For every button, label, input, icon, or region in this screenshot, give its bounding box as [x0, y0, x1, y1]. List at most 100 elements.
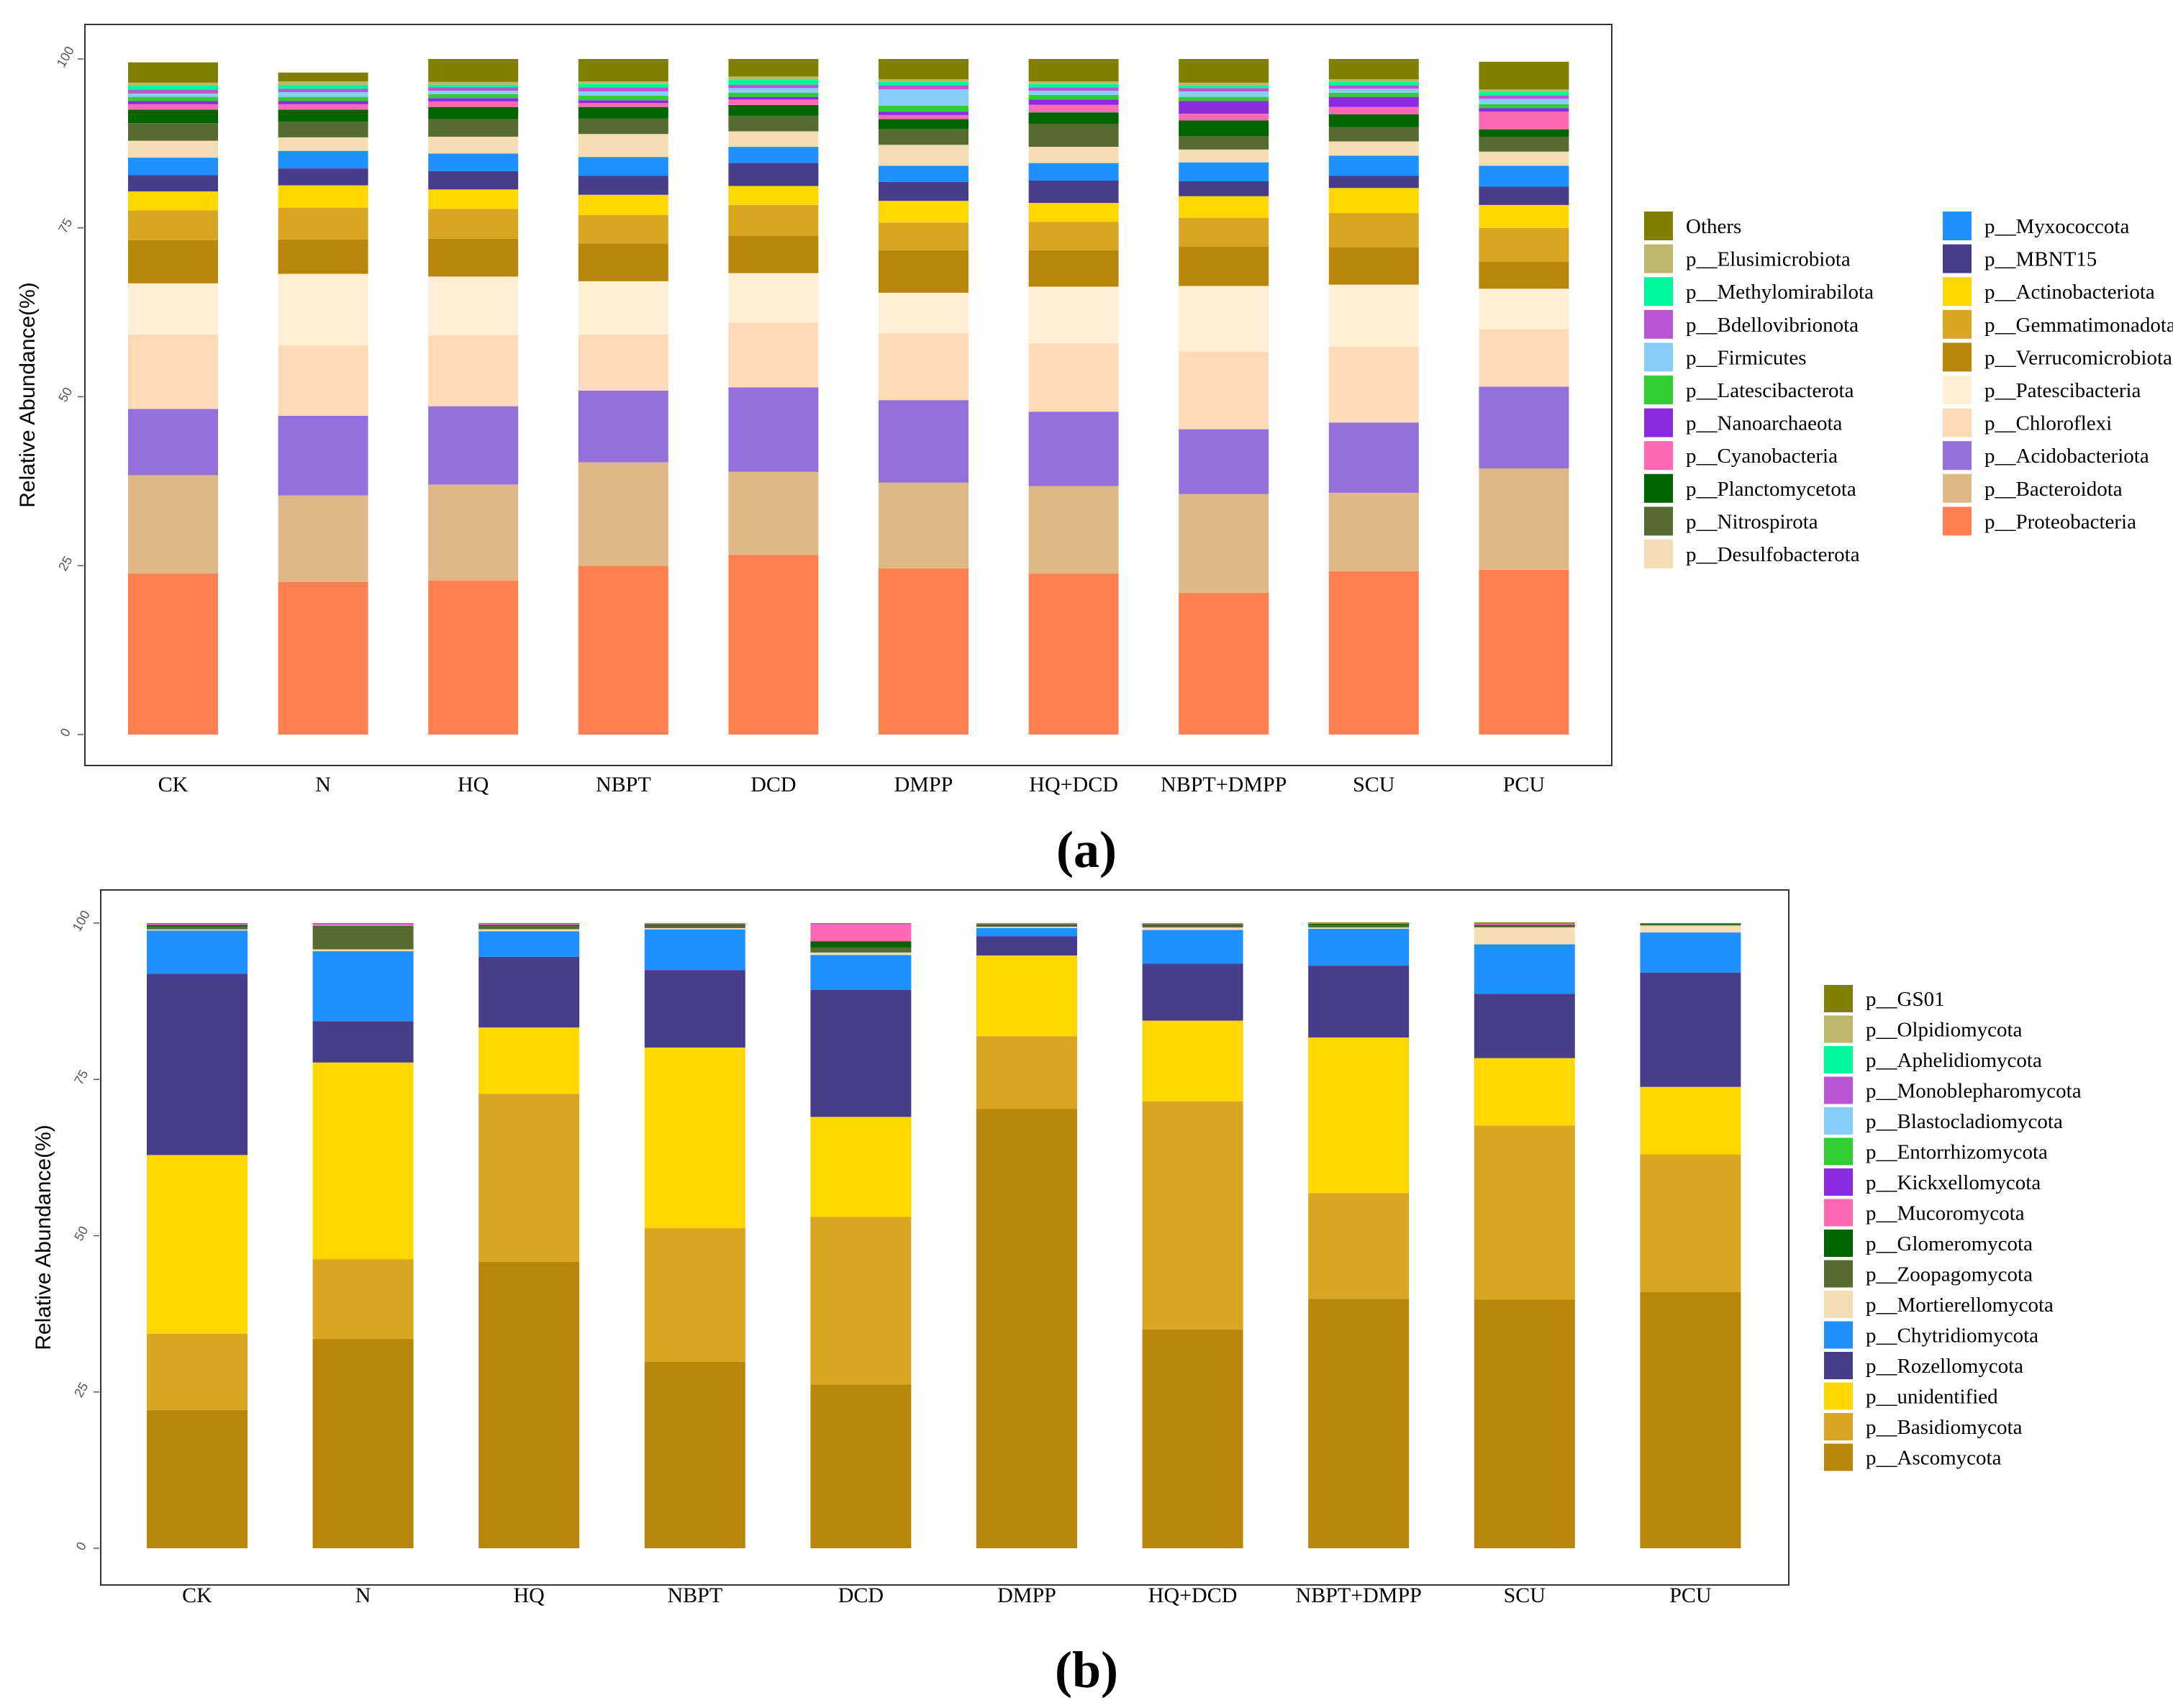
panel-a-bar-ck-p-proteobacteria: [128, 573, 218, 735]
panel-a-y-tick-75: 75: [55, 216, 75, 235]
panel-a-bar-dmpp-p-chloroflexi: [879, 333, 968, 401]
panel-b-plot-border: [100, 889, 1789, 1586]
panel-a-bar-n-p-bacteroidota: [278, 495, 368, 582]
panel-a-legend-swatch-p-nanoarchaeota: [1644, 408, 1673, 437]
panel-a-bar-dmpp-p-bdellovibrionota: [879, 85, 968, 90]
panel-a-bar-pcu-p-desulfobacterota: [1479, 151, 1569, 166]
panel-a-legend-label-p-myxococcota: p__Myxococcota: [1984, 215, 2129, 238]
panel-a-bar-scu-p-cyanobacteria: [1328, 106, 1419, 114]
panel-a-x-tick-nbpt-dmpp: NBPT+DMPP: [1161, 773, 1287, 796]
panel-a-legend-swatch-p-elusimicrobiota: [1644, 244, 1673, 273]
panel-b-bar-dcd-p-gs01: [810, 923, 912, 924]
panel-b-legend-label-p-ascomycota: p__Ascomycota: [1866, 1447, 2002, 1470]
panel-a-legend-swatch-p-proteobacteria: [1943, 507, 1972, 536]
panel-a-bar-dmpp-p-methylomirabilota: [879, 81, 968, 86]
panel-a-bar-dcd-p-verrucomicrobiota: [728, 236, 819, 273]
panel-b-x-tick-nbpt-dmpp: NBPT+DMPP: [1296, 1584, 1422, 1607]
panel-a-bar-dcd-p-chloroflexi: [728, 322, 819, 388]
panel-b-bar-dmpp-p-basidiomycota: [976, 1036, 1077, 1109]
panel-b-bar-scu-p-zoopagomycota: [1474, 926, 1575, 927]
panel-a-bar-nbpt-dmpp-p-chloroflexi: [1179, 351, 1269, 430]
panel-a-bar-nbpt-dmpp-p-elusimicrobiota: [1179, 82, 1269, 86]
panel-a-legend-swatch-p-firmicutes: [1644, 342, 1673, 372]
panel-a-bar-pcu-others: [1479, 61, 1569, 90]
panel-b-bar-pcu-p-glomeromycota: [1640, 923, 1741, 925]
panel-b-bar-n-p-ascomycota: [312, 1338, 414, 1548]
panel-a-bar-scu-p-elusimicrobiota: [1328, 79, 1419, 82]
panel-a-bar-dcd-p-actinobacteriota: [728, 186, 819, 205]
panel-b-legend-swatch-p-kickxellomycota: [1824, 1168, 1853, 1196]
panel-b-legend-label-p-basidiomycota: p__Basidiomycota: [1866, 1416, 2023, 1439]
panel-a-bar-nbpt-p-nanoarchaeota: [578, 100, 668, 104]
panel-b-bar-n-p-glomeromycota: [312, 926, 414, 927]
panel-b-y-axis-label: Relative Abundance(%): [32, 1125, 55, 1350]
panel-b-bar-pcu-p-unidentified: [1640, 1086, 1741, 1155]
panel-a-legend-label-p-verrucomicrobiota: p__Verrucomicrobiota: [1984, 346, 2172, 369]
panel-a-bar-dmpp-p-nanoarchaeota: [879, 112, 968, 115]
panel-a-bar-hq-p-bdellovibrionota: [428, 87, 519, 91]
panel-a-bar-scu-p-mbnt15: [1328, 176, 1419, 188]
panel-b-legend-label-p-aphelidiomycota: p__Aphelidiomycota: [1866, 1049, 2042, 1072]
panel-a-label: (a): [1056, 821, 1117, 878]
panel-a-x-tick-dcd: DCD: [750, 773, 796, 796]
panel-a-legend-label-others: Others: [1686, 215, 1741, 238]
panel-a-bar-ck-p-actinobacteriota: [128, 191, 218, 211]
panel-a-bar-nbpt-p-patescibacteria: [578, 281, 668, 335]
panel-a-bar-nbpt-p-cyanobacteria: [578, 103, 668, 107]
panel-a-bar-ck-p-mbnt15: [128, 175, 218, 191]
panel-b-y-tick-0: 0: [73, 1540, 89, 1553]
panel-a-bar-scu-p-patescibacteria: [1328, 284, 1419, 347]
panel-b-bar-scu-p-chytridiomycota: [1474, 944, 1575, 994]
panel-b-bar-n-p-mortierellomycota: [312, 949, 414, 952]
panel-b-bar-ck-p-gs01: [147, 923, 248, 924]
panel-b-x-tick-ck: CK: [182, 1584, 212, 1607]
panel-a-bar-dcd-p-mbnt15: [728, 163, 819, 186]
panel-a-bar-hq-p-methylomirabilota: [428, 84, 519, 88]
panel-a-bar-ck-p-chloroflexi: [128, 335, 218, 409]
panel-a-bar-hq-others: [428, 59, 519, 82]
panel-a-bar-n-p-elusimicrobiota: [278, 81, 368, 85]
panel-a-bar-hq-p-chloroflexi: [428, 335, 519, 406]
panel-a-bar-ck-p-acidobacteriota: [128, 409, 218, 476]
panel-a-bar-dmpp-p-nitrospirota: [879, 129, 968, 145]
panel-a-bar-hq-dcd-others: [1028, 59, 1119, 81]
panel-a-bar-scu-p-myxococcota: [1328, 155, 1419, 176]
panel-a-bar-scu-p-firmicutes: [1328, 88, 1419, 93]
panel-a-bars: [128, 59, 1569, 735]
panel-b-bar-dcd-p-unidentified: [810, 1117, 912, 1217]
panel-b-bar-hq-dcd-p-mucoromycota: [1142, 923, 1243, 925]
panel-a-bar-hq-dcd-p-mbnt15: [1028, 181, 1119, 203]
panel-a-legend-label-p-gemmatimonadota: p__Gemmatimonadota: [1984, 314, 2173, 337]
panel-b-bar-hq-p-ascomycota: [478, 1262, 580, 1548]
panel-a-legend-label-p-elusimicrobiota: p__Elusimicrobiota: [1686, 248, 1851, 271]
panel-a-bar-nbpt-dmpp-p-patescibacteria: [1179, 286, 1269, 352]
panel-b-bar-hq-p-basidiomycota: [478, 1094, 580, 1262]
panel-a-legend-swatch-p-bdellovibrionota: [1644, 309, 1673, 339]
panel-b-bar-hq-dcd-p-unidentified: [1142, 1020, 1243, 1101]
panel-b-bar-pcu-p-gs01: [1640, 923, 1741, 924]
panel-a-bar-hq-dcd-p-myxococcota: [1028, 163, 1119, 181]
panel-b-legend-label-p-glomeromycota: p__Glomeromycota: [1866, 1232, 2033, 1255]
panel-a-bar-n-p-nitrospirota: [278, 122, 368, 137]
panel-a-bar-n-p-cyanobacteria: [278, 104, 368, 110]
panel-b-bar-hq-dcd-p-mortierellomycota: [1142, 927, 1243, 930]
panel-a-bar-pcu-p-nitrospirota: [1479, 137, 1569, 152]
panel-a-legend-swatch-p-cyanobacteria: [1644, 441, 1673, 471]
panel-b-bar-dmpp-p-mucoromycota: [976, 923, 1077, 925]
panel-a-bar-hq-dcd-p-nanoarchaeota: [1028, 99, 1119, 105]
panel-a-bar-nbpt-dmpp-p-nitrospirota: [1179, 136, 1269, 150]
panel-a-bar-nbpt-p-bacteroidota: [578, 462, 668, 566]
panel-a-bar-n-p-gemmatimonadota: [278, 207, 368, 240]
panel-a-bar-hq-dcd-p-nitrospirota: [1028, 124, 1119, 147]
panel-a-bar-pcu-p-methylomirabilota: [1479, 92, 1569, 96]
panel-a-bar-ck-p-verrucomicrobiota: [128, 240, 218, 283]
panel-a-bar-dmpp-p-acidobacteriota: [879, 400, 968, 483]
panel-b-bar-nbpt-p-ascomycota: [644, 1362, 745, 1548]
panel-a-legend-label-p-proteobacteria: p__Proteobacteria: [1984, 510, 2136, 533]
panel-a-bar-dcd-p-elusimicrobiota: [728, 76, 819, 81]
panel-a-legend-label-p-cyanobacteria: p__Cyanobacteria: [1686, 445, 1838, 468]
panel-a-bar-hq-p-verrucomicrobiota: [428, 238, 519, 277]
panel-b-y-tick-100: 100: [70, 908, 93, 934]
panel-a-bar-nbpt-dmpp-p-bdellovibrionota: [1179, 88, 1269, 92]
panel-a-bar-scu-p-verrucomicrobiota: [1328, 247, 1419, 285]
